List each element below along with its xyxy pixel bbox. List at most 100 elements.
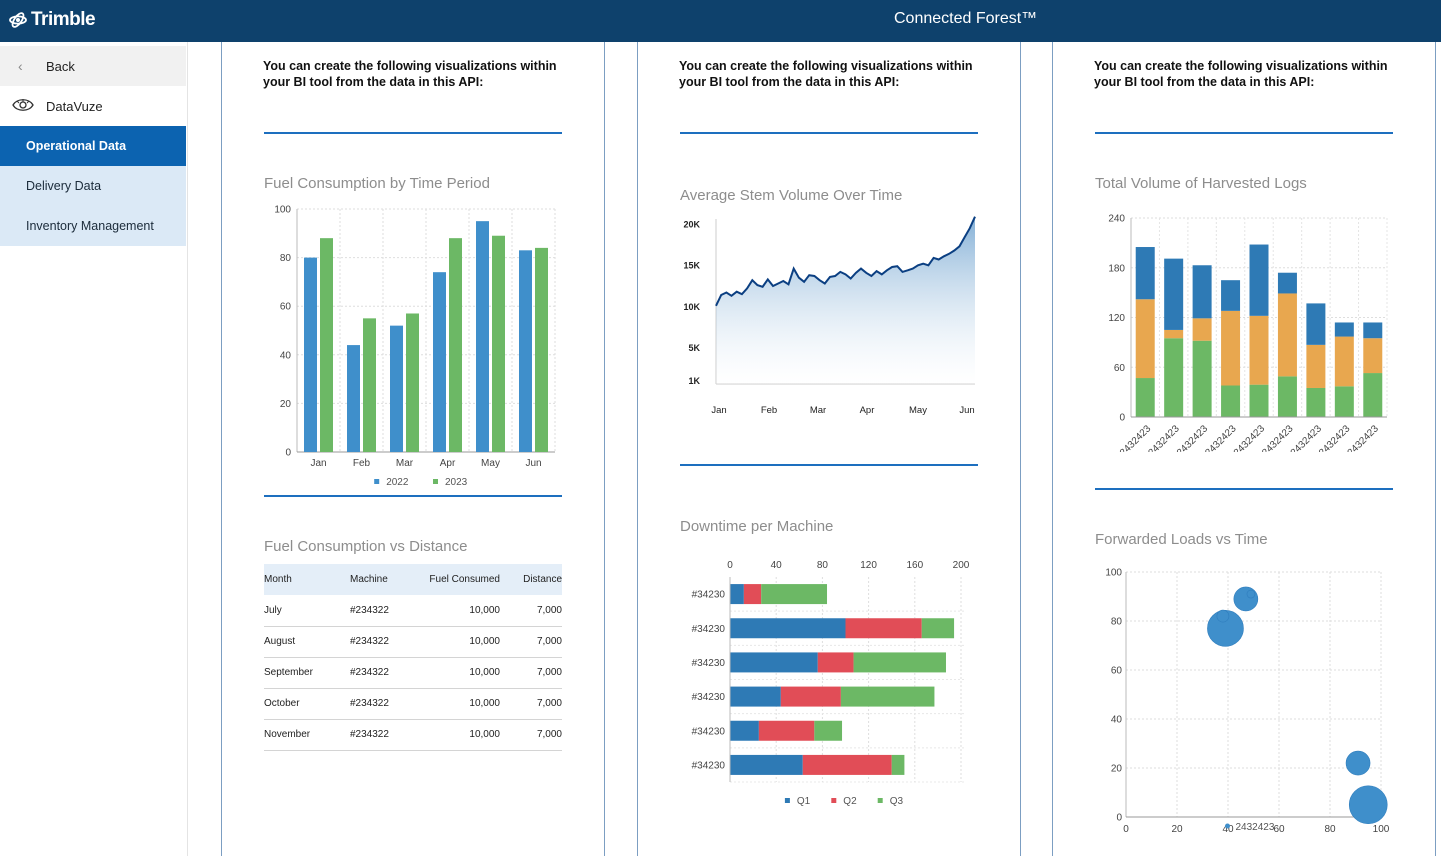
trimble-logo[interactable]: Trimble <box>8 9 96 31</box>
divider <box>680 464 978 466</box>
bar-segment-2022 <box>1363 373 1383 417</box>
panel-intro: You can create the following visualizati… <box>263 59 557 89</box>
x-tick-label: 60 <box>1273 824 1285 835</box>
cell-distance: 7,000 <box>500 688 562 720</box>
column-header-machine: Machine <box>350 564 416 595</box>
y-tick-label: 5K <box>688 343 700 353</box>
eye-icon <box>12 99 34 111</box>
legend-swatch <box>831 798 837 803</box>
y-tick-label: #34230 <box>692 760 726 771</box>
bar-segment-2024 <box>1306 303 1326 345</box>
sidebar-item-delivery-data[interactable]: Delivery Data <box>0 166 186 206</box>
y-tick-label: #34230 <box>692 658 726 669</box>
bar-segment-2023 <box>1334 336 1354 387</box>
cell-distance: 7,000 <box>500 657 562 689</box>
y-tick-label: 20K <box>683 219 700 229</box>
divider <box>680 132 978 134</box>
fuel-by-period-chart: 0 20 40 60 80 100 Jan Feb Mar Apr May Jun 2022 2023 <box>274 205 556 487</box>
bar-segment-2023 <box>1306 344 1326 388</box>
cell-distance: 7,000 <box>500 595 562 627</box>
bar-segment-Q1 <box>730 618 846 639</box>
y-tick-label: 10K <box>683 302 700 312</box>
visualization-panel-harvest-loads: You can create the following visualizati… <box>1052 42 1436 856</box>
y-tick-label: 100 <box>1105 568 1122 579</box>
bar-segment-Q1 <box>730 652 818 673</box>
bar-segment-2024 <box>1363 322 1383 339</box>
cell-month: August <box>264 626 350 658</box>
stem-volume-chart: 1K 5K 10K 15K 20K Jan Feb Mar Apr May Jun <box>683 216 976 416</box>
y-tick-label: 0 <box>1116 813 1122 824</box>
x-tick-label: Feb <box>761 405 777 416</box>
chart-title-downtime: Downtime per Machine <box>680 518 834 535</box>
y-tick-label: 20 <box>1111 764 1123 775</box>
table-row: October #234322 10,000 7,000 <box>264 688 562 720</box>
x-tick-label: Mar <box>396 458 414 469</box>
bar-2022-jun <box>519 250 532 452</box>
bar-segment-Q3 <box>853 652 946 673</box>
bar-2022-feb <box>347 345 360 452</box>
y-tick-label: #34230 <box>692 726 726 737</box>
cell-fuel: 10,000 <box>416 688 500 720</box>
bar-segment-2022 <box>1277 376 1297 417</box>
divider <box>264 132 562 134</box>
bar-segment-2022 <box>1249 384 1269 417</box>
y-tick-label: 120 <box>1108 313 1125 324</box>
table-row: November #234322 10,000 7,000 <box>264 719 562 751</box>
bar-segment-Q1 <box>730 584 744 605</box>
y-tick-label: 60 <box>1111 666 1123 677</box>
legend-swatch <box>374 479 380 484</box>
y-tick-label: 180 <box>1108 263 1125 274</box>
cell-distance: 7,000 <box>500 626 562 658</box>
bubble-point <box>1216 609 1230 623</box>
column-header-distance: Distance <box>500 564 562 595</box>
y-tick-label: 15K <box>683 261 700 271</box>
y-tick-label: #34230 <box>692 590 726 601</box>
fuel-vs-distance-table: Month Machine Fuel Consumed Distance Jul… <box>264 564 562 751</box>
cell-machine: #234322 <box>350 657 416 689</box>
cell-month: September <box>264 657 350 689</box>
legend-label: Q3 <box>890 796 904 807</box>
x-tick-label: 0 <box>727 560 733 571</box>
x-tick-label: Jun <box>959 405 974 416</box>
x-tick-label: Jun <box>525 458 541 469</box>
table-row: September #234322 10,000 7,000 <box>264 657 562 689</box>
cell-month: October <box>264 688 350 720</box>
panel-intro: You can create the following visualizati… <box>679 59 973 89</box>
sidebar-item-label: Operational Data <box>26 139 127 153</box>
legend-label: Q1 <box>797 796 811 807</box>
forwarded-loads-chart: 0 20 40 60 80 100 0 20 40 60 80 100 2432423 <box>1105 568 1389 836</box>
datavuze-link[interactable]: DataVuze <box>0 86 186 126</box>
back-button[interactable]: ‹ Back <box>0 46 186 86</box>
x-tick-label: 80 <box>817 560 829 571</box>
bar-segment-2024 <box>1249 244 1269 316</box>
cell-fuel: 10,000 <box>416 595 500 627</box>
sidebar-item-inventory-management[interactable]: Inventory Management <box>0 206 186 246</box>
cell-distance: 7,000 <box>500 719 562 751</box>
visualization-panel-operational: You can create the following visualizati… <box>221 42 605 856</box>
x-tick-label: May <box>481 458 500 469</box>
bar-2022-jan <box>304 257 317 452</box>
table-row: July #234322 10,000 7,000 <box>264 595 562 627</box>
bar-2023-apr <box>449 238 462 452</box>
bar-segment-2023 <box>1249 315 1269 385</box>
bar-segment-Q2 <box>743 584 762 605</box>
x-tick-label: Jan <box>711 405 726 416</box>
y-tick-label: 100 <box>274 205 291 216</box>
x-tick-label: 20 <box>1171 824 1183 835</box>
legend-label: 2023 <box>445 477 468 487</box>
x-tick-label: May <box>909 405 927 416</box>
y-tick-label: #34230 <box>692 692 726 703</box>
bar-segment-Q2 <box>845 618 922 639</box>
visualization-panel-stem-downtime: You can create the following visualizati… <box>637 42 1021 856</box>
sidebar-item-operational-data[interactable]: Operational Data <box>0 126 186 166</box>
legend-label: 2022 <box>386 477 409 487</box>
bubble-point <box>1348 785 1388 825</box>
panel-intro: You can create the following visualizati… <box>1094 59 1388 89</box>
chart-title-stem-volume: Average Stem Volume Over Time <box>680 187 903 204</box>
x-tick-label: Apr <box>440 458 456 469</box>
sidebar-item-label: Inventory Management <box>26 219 154 233</box>
bar-segment-Q3 <box>840 686 935 707</box>
y-tick-label: 1K <box>688 376 700 386</box>
table-header-row: Month Machine Fuel Consumed Distance <box>264 564 562 595</box>
bar-segment-2023 <box>1277 293 1297 377</box>
